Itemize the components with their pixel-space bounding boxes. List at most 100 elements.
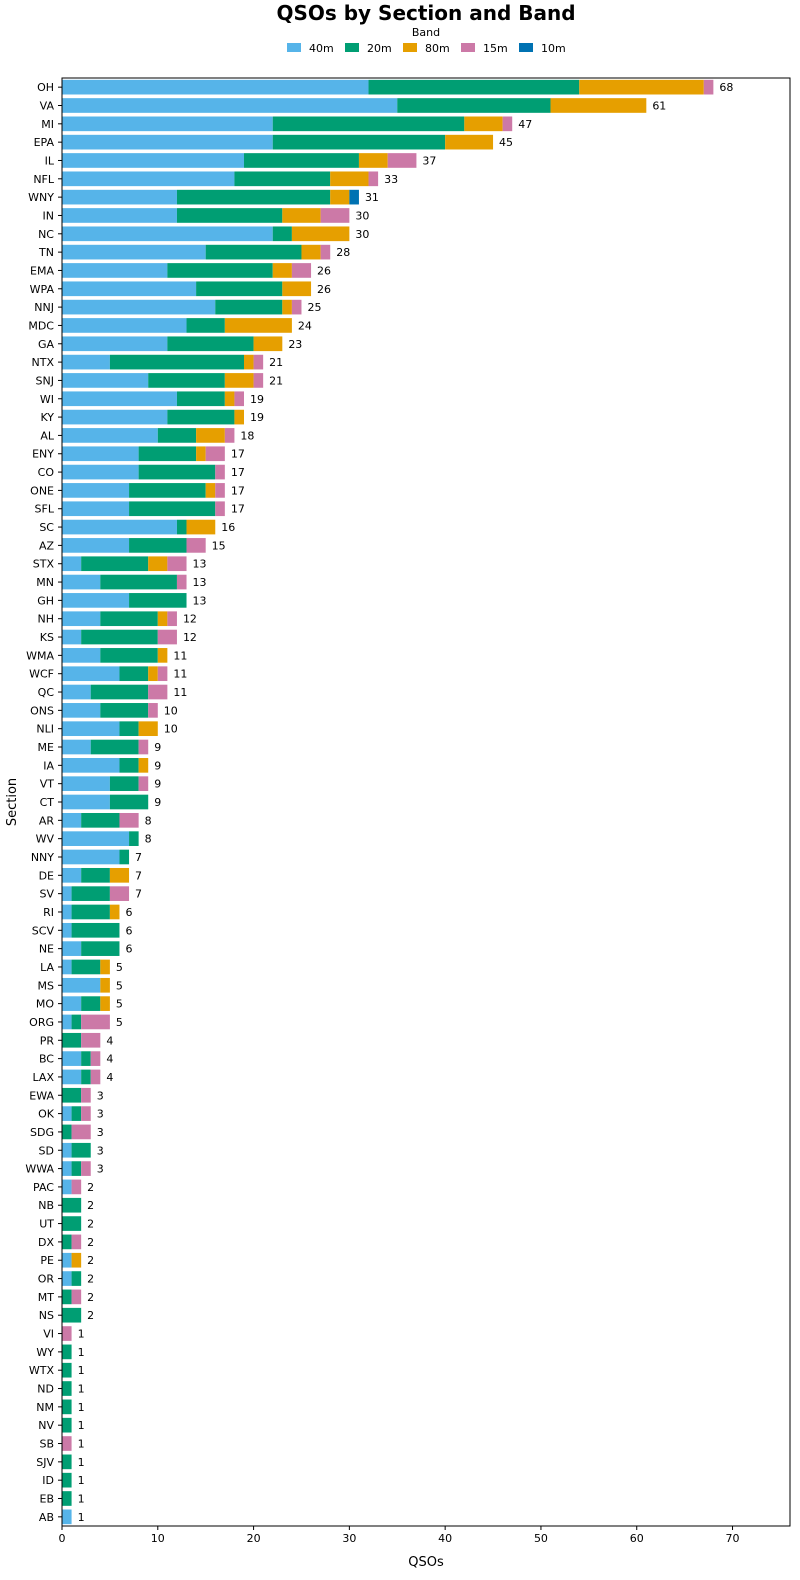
y-tick-label-MN: MN <box>36 576 54 589</box>
bar-ME-40m <box>62 739 91 755</box>
y-tick-label-SNJ: SNJ <box>36 374 54 387</box>
y-tick-label-ID: ID <box>42 1474 54 1487</box>
bar-NNY-40m <box>62 849 120 865</box>
bar-WTX-20m <box>62 1362 72 1378</box>
total-label-NC: 30 <box>355 228 369 241</box>
total-label-WY: 1 <box>78 1346 85 1359</box>
y-tick-label-SCV: SCV <box>32 924 55 937</box>
total-label-CO: 17 <box>231 466 245 479</box>
y-tick-label-AZ: AZ <box>39 539 55 552</box>
legend-label-80m: 80m <box>425 42 450 55</box>
x-tick-label-20: 20 <box>247 1532 261 1545</box>
y-tick-label-MS: MS <box>38 979 54 992</box>
bar-SC-80m <box>186 519 216 535</box>
total-label-SFL: 17 <box>231 503 245 516</box>
total-label-AL: 18 <box>240 429 254 442</box>
bar-LA-40m <box>62 959 72 975</box>
legend-swatch-40m <box>287 43 301 52</box>
bar-NFL-80m <box>330 171 369 187</box>
bar-OH-80m <box>579 79 704 95</box>
total-labels-group: 6861474537333130302826262524232121191918… <box>78 81 734 1524</box>
bar-ONE-40m <box>62 483 130 498</box>
bar-LA-80m <box>100 959 110 975</box>
total-label-WNY: 31 <box>365 191 379 204</box>
bar-MI-15m <box>502 116 513 132</box>
bar-MI-20m <box>272 116 465 132</box>
bar-WWA-20m <box>71 1161 82 1176</box>
bar-EWA-15m <box>81 1087 91 1103</box>
plot-frame <box>61 77 791 1527</box>
total-label-QC: 11 <box>173 686 187 699</box>
bar-OK-40m <box>62 1106 72 1121</box>
bar-WPA-40m <box>62 281 197 297</box>
total-label-WV: 8 <box>145 833 152 846</box>
bar-MDC-20m <box>186 318 225 333</box>
bar-TN-20m <box>205 244 302 260</box>
y-tick-label-SC: SC <box>39 521 54 534</box>
bar-VT-15m <box>138 776 149 792</box>
bar-SDG-15m <box>71 1124 91 1140</box>
bar-RI-80m <box>109 904 120 920</box>
bar-ORG-20m <box>71 1014 82 1030</box>
total-label-PAC: 2 <box>87 1181 94 1194</box>
bar-IN-15m <box>320 208 350 223</box>
y-tick-label-NH: NH <box>38 613 55 626</box>
bar-RI-20m <box>71 904 110 920</box>
bar-NE-20m <box>81 941 120 956</box>
y-tick-label-ND: ND <box>37 1383 54 1396</box>
bar-WCF-40m <box>62 666 120 682</box>
y-tick-label-KS: KS <box>40 631 54 644</box>
y-tick-label-ONS: ONS <box>30 704 54 717</box>
total-label-SB: 1 <box>78 1438 85 1451</box>
bar-GA-20m <box>167 336 254 352</box>
y-tick-label-CO: CO <box>38 466 55 479</box>
x-tick-label-40: 40 <box>438 1532 452 1545</box>
bar-OR-40m <box>62 1271 72 1286</box>
y-tick-label-VA: VA <box>40 99 55 112</box>
bar-WPA-80m <box>282 281 312 297</box>
bar-CO-20m <box>138 464 216 480</box>
bar-NH-20m <box>100 611 158 627</box>
total-label-LA: 5 <box>116 961 123 974</box>
x-tick-label-50: 50 <box>534 1532 548 1545</box>
bar-NFL-20m <box>234 171 331 187</box>
total-label-ORG: 5 <box>116 1016 123 1029</box>
bar-WI-40m <box>62 391 177 407</box>
bar-IN-20m <box>176 208 283 223</box>
y-tick-label-AL: AL <box>40 429 55 442</box>
y-tick-label-WV: WV <box>36 833 55 846</box>
total-label-NV: 1 <box>78 1419 85 1432</box>
bar-NH-80m <box>157 611 168 627</box>
bar-MI-80m <box>464 116 503 132</box>
bar-ME-20m <box>90 739 139 755</box>
bar-OH-20m <box>368 79 580 95</box>
bar-NNJ-15m <box>291 299 302 315</box>
y-tick-label-UT: UT <box>39 1218 54 1231</box>
bar-NNY-20m <box>119 849 130 865</box>
bar-NLI-20m <box>119 721 139 737</box>
bar-EMA-15m <box>291 263 312 278</box>
bar-TN-40m <box>62 244 206 260</box>
bar-IL-80m <box>358 153 388 168</box>
bar-IN-40m <box>62 208 177 223</box>
bar-MO-80m <box>100 996 110 1011</box>
bar-NH-40m <box>62 611 101 627</box>
bar-SFL-15m <box>215 501 225 517</box>
bar-PAC-15m <box>71 1179 82 1195</box>
bar-WWA-40m <box>62 1161 72 1176</box>
total-label-MI: 47 <box>518 118 532 131</box>
bar-VT-40m <box>62 776 110 792</box>
y-tick-label-NNJ: NNJ <box>34 301 54 314</box>
bar-EPA-80m <box>445 134 494 150</box>
total-label-KY: 19 <box>250 411 264 424</box>
bar-SB-15m <box>62 1436 72 1451</box>
bar-VA-40m <box>62 98 398 113</box>
bar-NS-20m <box>62 1307 82 1323</box>
total-label-SJV: 1 <box>78 1456 85 1469</box>
total-label-STX: 13 <box>193 558 207 571</box>
bar-PE-40m <box>62 1252 72 1268</box>
total-label-UT: 2 <box>87 1218 94 1231</box>
bar-NTX-80m <box>244 354 254 370</box>
bar-CT-20m <box>109 794 149 810</box>
bar-EB-20m <box>62 1491 72 1506</box>
